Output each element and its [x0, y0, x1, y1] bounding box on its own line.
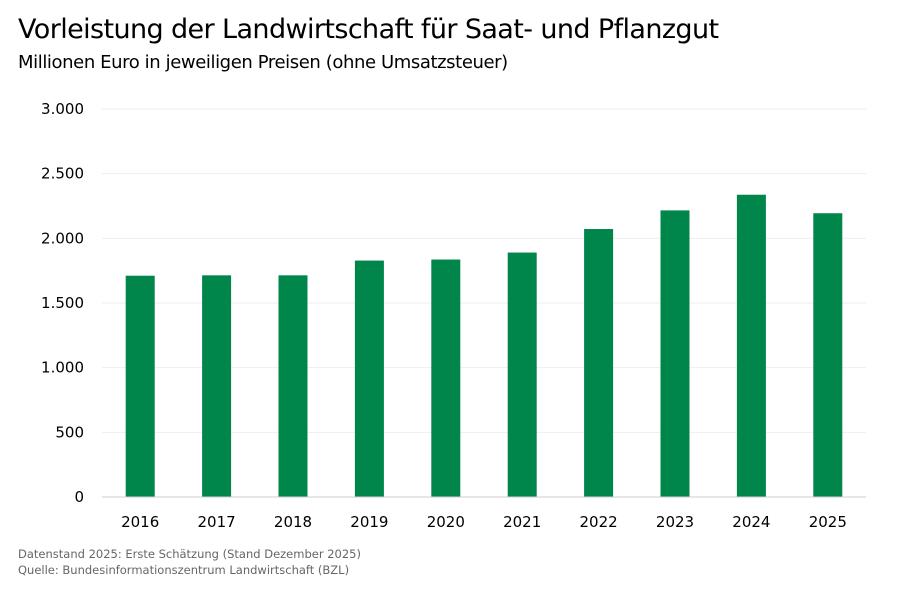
bar-2023	[660, 210, 690, 497]
bar-2017	[202, 275, 232, 497]
source-note: Quelle: Bundesinformationszentrum Landwi…	[18, 563, 350, 577]
x-tick-label: 2018	[274, 513, 312, 531]
y-tick-label: 1.500	[41, 294, 84, 312]
x-tick-label: 2016	[121, 513, 159, 531]
bar-2019	[354, 260, 384, 497]
bar-2021	[507, 252, 537, 497]
y-tick-label: 2.500	[41, 165, 84, 183]
x-tick-label: 2019	[350, 513, 388, 531]
bar-2018	[278, 275, 308, 497]
y-tick-label: 1.000	[41, 359, 84, 377]
chart-subtitle: Millionen Euro in jeweiligen Preisen (oh…	[18, 52, 508, 73]
x-tick-label: 2024	[732, 513, 770, 531]
x-tick-label: 2021	[503, 513, 541, 531]
x-tick-label: 2023	[656, 513, 694, 531]
bar-2022	[584, 229, 614, 497]
chart-title: Vorleistung der Landwirtschaft für Saat-…	[18, 14, 719, 45]
bar-2016	[125, 275, 155, 497]
x-tick-label: 2020	[427, 513, 465, 531]
y-tick-label: 3.000	[41, 100, 84, 118]
x-tick-label: 2025	[809, 513, 847, 531]
y-tick-label: 2.000	[41, 229, 84, 247]
data-status-note: Datenstand 2025: Erste Schätzung (Stand …	[18, 547, 361, 561]
y-tick-label: 0	[74, 488, 84, 506]
x-tick-label: 2022	[580, 513, 618, 531]
x-tick-label: 2017	[198, 513, 236, 531]
bar-2025	[813, 213, 843, 497]
bar-2024	[736, 194, 766, 498]
bar-2020	[431, 259, 461, 497]
y-tick-label: 500	[55, 423, 84, 441]
